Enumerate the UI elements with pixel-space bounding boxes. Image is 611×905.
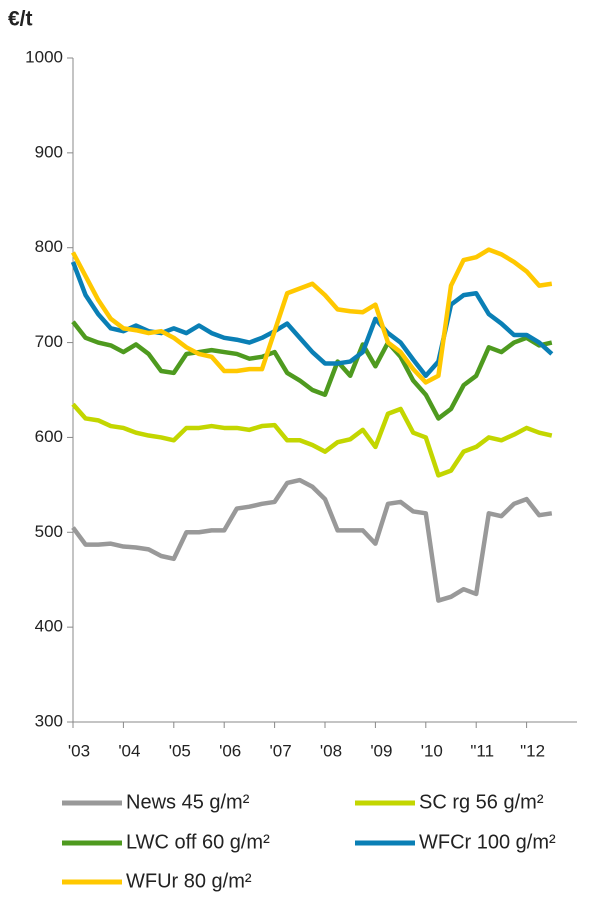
x-tick-label: '04	[118, 741, 140, 760]
y-tick-label: 1000	[25, 47, 63, 66]
x-tick-label: '05	[169, 741, 191, 760]
y-tick-label: 500	[35, 522, 63, 541]
series-line	[71, 247, 553, 385]
y-tick-label: 900	[35, 142, 63, 161]
legend-label: News 45 g/m²	[126, 791, 250, 813]
legend-label: LWC off 60 g/m²	[126, 831, 270, 853]
legend-label: WFUr 80 g/m²	[126, 870, 252, 892]
series-line	[71, 477, 553, 603]
y-tick-label: 600	[35, 427, 63, 446]
y-tick-label: 800	[35, 237, 63, 256]
y-tick-label: 700	[35, 332, 63, 351]
legend-label: SC rg 56 g/m²	[419, 791, 544, 813]
series-line	[71, 320, 553, 421]
x-tick-label: "11	[470, 741, 494, 760]
y-tick-label: 400	[35, 617, 63, 636]
x-tick-label: '10	[421, 741, 443, 760]
x-tick-label: '08	[320, 741, 342, 760]
series-line	[70, 261, 554, 379]
legend-label: WFCr 100 g/m²	[419, 831, 556, 853]
x-tick-label: '03	[68, 741, 90, 760]
chart-title: €/t	[8, 8, 33, 31]
x-tick-label: "12	[520, 741, 545, 760]
series-line	[71, 402, 553, 478]
x-tick-label: '09	[370, 741, 392, 760]
x-tick-label: '06	[219, 741, 241, 760]
y-tick-label: 300	[35, 711, 63, 730]
x-tick-label: '07	[270, 741, 292, 760]
